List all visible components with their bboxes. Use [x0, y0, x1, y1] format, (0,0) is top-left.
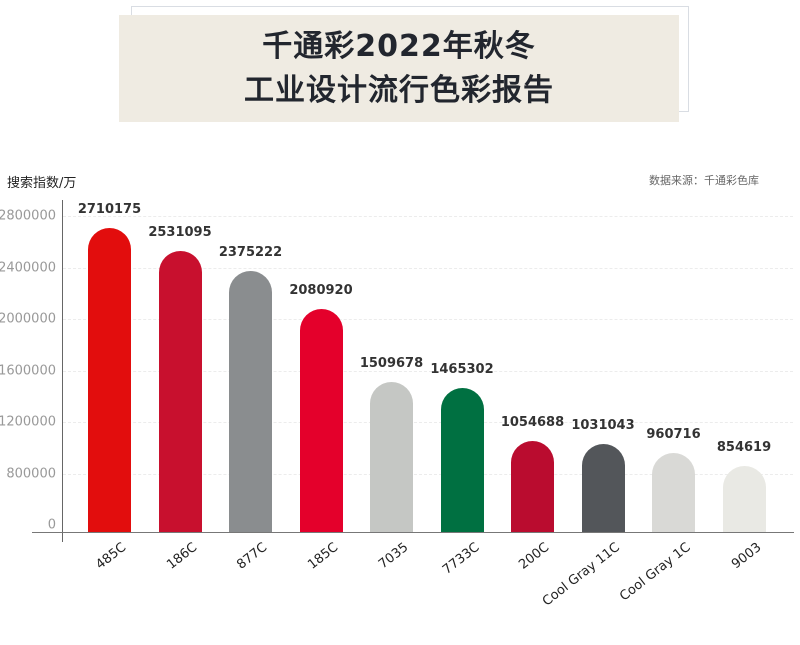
bar-485c	[88, 227, 131, 532]
y-tick-label: 2400000	[0, 260, 56, 276]
gridline	[63, 474, 793, 475]
x-tick-label: 877C	[234, 540, 271, 573]
bar-value-label: 1054688	[500, 414, 565, 430]
x-tick-label: 485C	[93, 540, 130, 573]
bar-value-label: 2710175	[77, 201, 142, 217]
gridline	[63, 371, 793, 372]
y-tick-label: 1200000	[0, 414, 56, 430]
y-tick-label: 800000	[6, 466, 56, 482]
bar-cool-gray-11c	[581, 443, 625, 532]
bar-value-label: 1031043	[571, 417, 635, 433]
y-axis-title: 搜索指数/万	[7, 176, 77, 191]
y-axis-line	[62, 200, 63, 542]
y-tick-label: 2800000	[0, 208, 56, 224]
bar-value-label: 854619	[716, 440, 772, 456]
bar-value-label: 1465302	[430, 361, 494, 377]
x-tick-label: 185C	[304, 540, 341, 573]
x-tick-label: 9003	[728, 540, 764, 573]
gridline	[63, 268, 793, 269]
title-banner: 千通彩2022年秋冬 工业设计流行色彩报告	[119, 15, 679, 122]
bar-7035	[370, 382, 413, 532]
bar-186c	[158, 250, 202, 532]
title-line-1: 千通彩2022年秋冬	[262, 28, 536, 64]
bar-value-label: 2375222	[218, 244, 283, 260]
bar-value-label: 2080920	[289, 282, 353, 298]
bar-cool-gray-1c	[652, 452, 695, 532]
title-line-2: 工业设计流行色彩报告	[244, 72, 554, 108]
bar-value-label: 1509678	[359, 356, 424, 372]
y-tick-label: 0	[47, 517, 56, 533]
x-axis-line	[32, 532, 794, 533]
bar-200c	[511, 440, 554, 532]
data-source: 数据来源：千通彩色库	[649, 174, 759, 187]
bar-877c	[229, 270, 272, 532]
x-tick-label: 7035	[376, 540, 412, 573]
x-tick-label: 7733C	[439, 540, 482, 578]
gridline	[63, 216, 793, 217]
y-tick-label: 1600000	[0, 363, 56, 379]
gridline	[63, 319, 793, 320]
bar-9003	[722, 466, 766, 532]
gridline	[63, 422, 793, 423]
x-tick-label: Cool Gray 1C	[617, 540, 694, 605]
x-tick-label: 200C	[516, 540, 553, 573]
bar-7733c	[440, 387, 484, 532]
bar-value-label: 2531095	[148, 224, 212, 240]
bar-value-label: 960716	[646, 426, 701, 442]
x-tick-label: 186C	[163, 540, 200, 573]
bar-185c	[299, 308, 343, 532]
y-tick-label: 2000000	[0, 311, 56, 327]
